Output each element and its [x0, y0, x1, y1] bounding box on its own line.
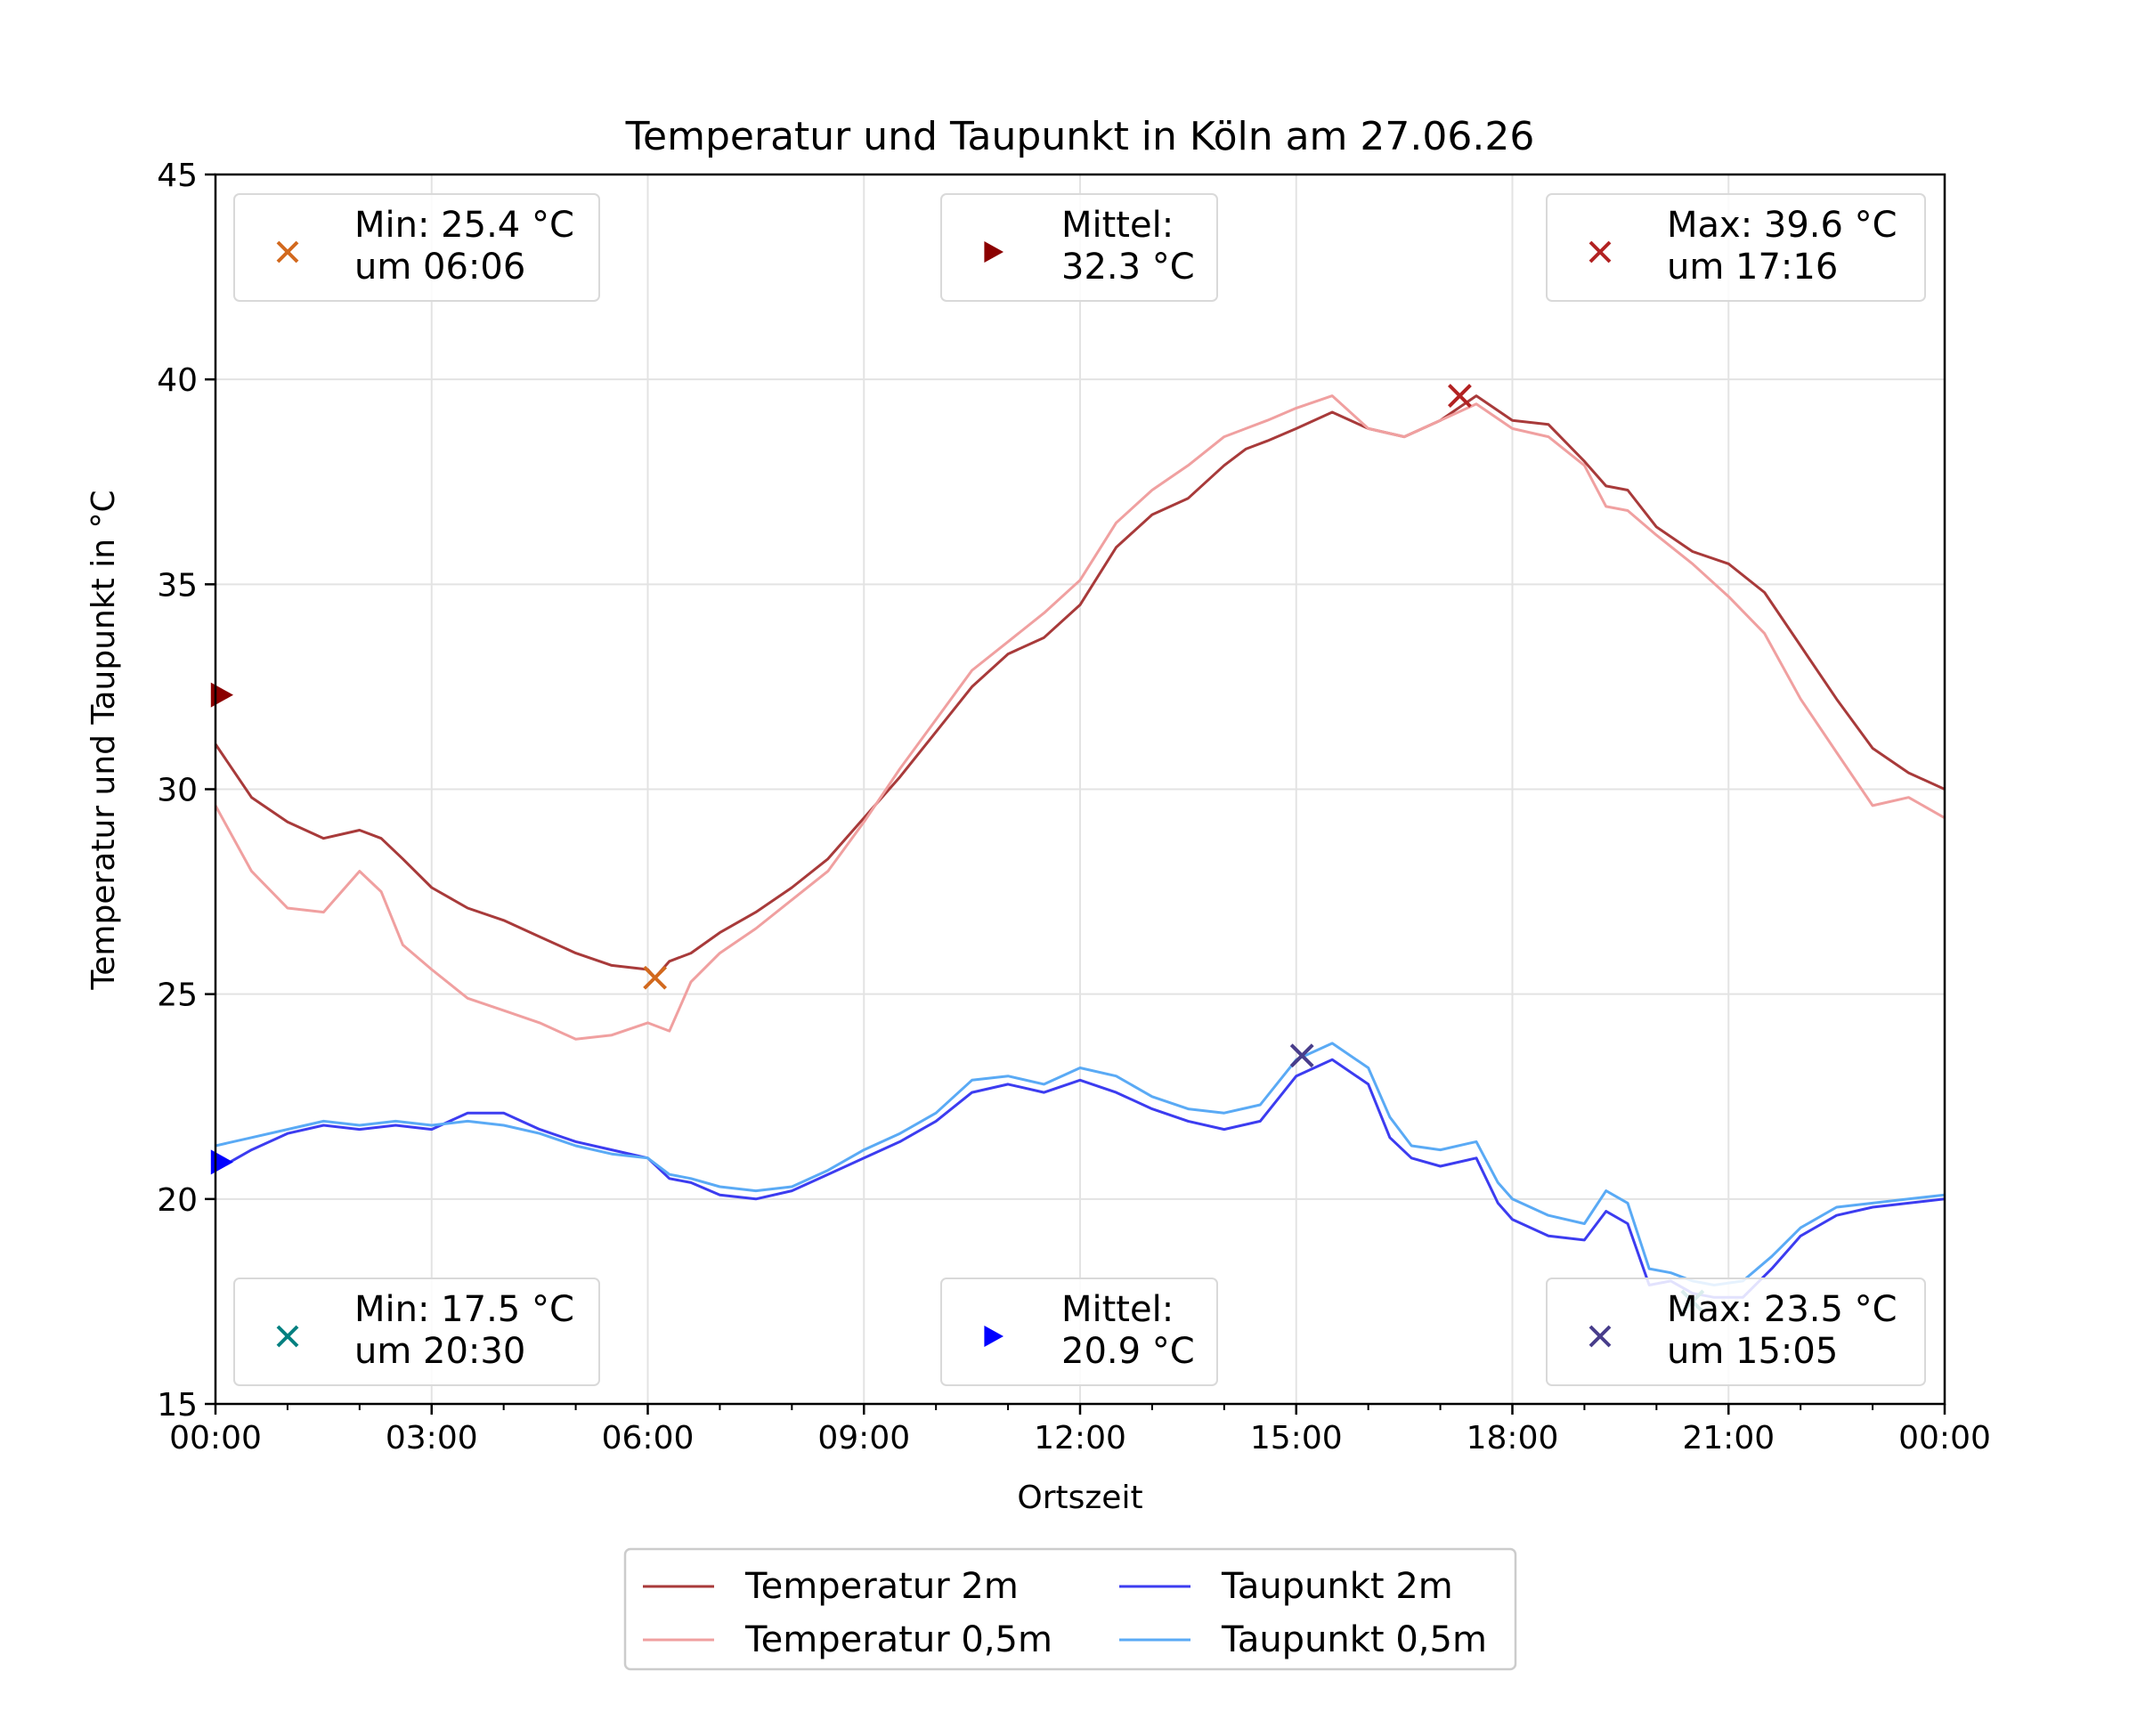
x-axis-label: Ortszeit	[1017, 1480, 1142, 1516]
annotation-box-frame	[940, 1278, 1218, 1386]
annotation-marker-icon	[984, 241, 1003, 263]
y-tick-label: 30	[157, 773, 198, 809]
annotation-line1: Mittel:	[1061, 1289, 1174, 1330]
legend-label-2: Temperatur 0,5m	[744, 1619, 1052, 1660]
series-line-2	[215, 394, 1945, 1041]
annotation-box-frame	[940, 193, 1218, 302]
x-tick-label: 12:00	[1034, 1420, 1126, 1456]
annotation-box-bottom-center: Mittel:20.9 °C	[940, 1278, 1218, 1386]
y-tick-label: 25	[157, 978, 198, 1014]
annotation-line1: Min: 17.5 °C	[354, 1289, 574, 1330]
annotation-marker-icon-stroke-b	[1589, 240, 1612, 264]
x-tick-label: 18:00	[1467, 1420, 1559, 1456]
annotation-marker-icon	[276, 1325, 299, 1348]
annotation-box-top-right: Max: 39.6 °Cum 17:16	[1546, 193, 1926, 302]
y-tick-label: 45	[157, 158, 198, 194]
annotation-box-bottom-left: Min: 17.5 °Cum 20:30	[233, 1278, 600, 1386]
annotation-line2: um 15:05	[1667, 1331, 1838, 1372]
y-tick-label: 40	[157, 362, 198, 399]
extreme-marker-5	[1289, 1043, 1314, 1068]
y-tick-label: 20	[157, 1182, 198, 1219]
x-tick-label: 06:00	[602, 1420, 695, 1456]
series-line-4	[215, 1042, 1945, 1286]
annotation-line2: um 06:06	[354, 247, 525, 288]
annotation-marker-icon-stroke-b	[1589, 1325, 1612, 1348]
legend-label-1: Temperatur 2m	[744, 1566, 1019, 1607]
annotation-line2: 20.9 °C	[1061, 1331, 1195, 1372]
annotation-line1: Mittel:	[1061, 205, 1174, 246]
legend-label-4: Taupunkt 0,5m	[1221, 1619, 1487, 1660]
annotation-marker-icon	[276, 240, 299, 264]
annotation-box-bottom-right: Max: 23.5 °Cum 15:05	[1546, 1278, 1926, 1386]
extreme-marker-1	[643, 965, 668, 990]
annotation-box-frame	[1546, 1278, 1926, 1386]
legend: Temperatur 2m Temperatur 0,5m Taupunkt 2m T…	[623, 1547, 1517, 1671]
legend-label-3: Taupunkt 2m	[1221, 1566, 1453, 1607]
annotation-marker-icon	[984, 1326, 1003, 1347]
x-tick-label: 00:00	[169, 1420, 262, 1456]
annotation-box-top-left: Min: 25.4 °Cum 06:06	[233, 193, 600, 302]
extreme-marker-1-stroke-b	[643, 965, 668, 990]
annotation-marker-icon	[1589, 240, 1612, 264]
annotation-box-frame	[1546, 193, 1926, 302]
legend-frame	[623, 1547, 1517, 1671]
annotation-box-frame	[233, 193, 600, 302]
x-tick-label: 15:00	[1250, 1420, 1343, 1456]
annotation-line2: 32.3 °C	[1061, 247, 1195, 288]
x-tick-label: 00:00	[1898, 1420, 1991, 1456]
extreme-marker-2	[1448, 384, 1472, 408]
annotation-marker-icon-stroke-b	[276, 240, 299, 264]
y-tick-label: 35	[157, 567, 198, 604]
annotation-line2: um 17:16	[1667, 247, 1838, 288]
y-axis-label: Temperatur und Taupunkt in °C	[85, 490, 122, 990]
annotation-marker-icon-stroke-b	[276, 1325, 299, 1348]
chart-title: Temperatur und Taupunkt in Köln am 27.06…	[625, 114, 1535, 159]
annotation-line1: Min: 25.4 °C	[354, 205, 574, 246]
annotation-line2: um 20:30	[354, 1331, 525, 1372]
annotation-box-top-center: Mittel:32.3 °C	[940, 193, 1218, 302]
annotation-box-frame	[233, 1278, 600, 1386]
x-tick-label: 21:00	[1682, 1420, 1775, 1456]
extreme-marker-2-stroke-b	[1448, 384, 1472, 408]
y-tick-label: 15	[157, 1387, 198, 1424]
extreme-marker-5-stroke-b	[1289, 1043, 1314, 1068]
annotation-line1: Max: 39.6 °C	[1667, 205, 1897, 246]
annotation-line1: Max: 23.5 °C	[1667, 1289, 1897, 1330]
annotation-marker-icon	[1589, 1325, 1612, 1348]
series-line-1	[215, 394, 1945, 979]
x-tick-label: 03:00	[386, 1420, 478, 1456]
x-tick-label: 09:00	[817, 1420, 910, 1456]
